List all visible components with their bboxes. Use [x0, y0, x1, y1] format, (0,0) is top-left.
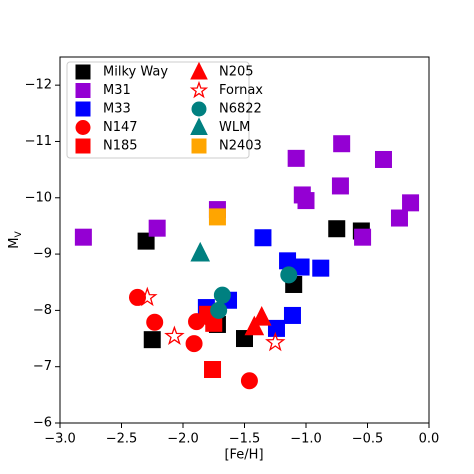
marker-square [75, 101, 91, 117]
legend-label: N147 [103, 120, 138, 135]
marker-square [75, 64, 91, 80]
marker-triangle [190, 117, 208, 135]
legend-label: Fornax [219, 83, 263, 98]
marker-square [74, 228, 92, 246]
x-tick-label: −3.0 [44, 432, 76, 447]
x-tick-label: −1.0 [290, 432, 322, 447]
marker-circle [185, 335, 203, 353]
y-axis-label: MV [7, 230, 24, 248]
marker-star [137, 286, 158, 307]
marker-square [312, 259, 330, 277]
x-tick-label: −2.5 [106, 432, 138, 447]
marker-square [204, 361, 222, 379]
y-tick-label: −7 [33, 359, 52, 374]
marker-square [297, 192, 315, 210]
marker-square [354, 228, 372, 246]
y-tick-label: −8 [33, 303, 52, 318]
marker-square [390, 209, 408, 227]
marker-circle [210, 301, 228, 319]
legend-label: N6822 [219, 102, 262, 117]
x-tick-label: −2.0 [167, 432, 199, 447]
y-tick-label: −10 [25, 190, 52, 205]
legend-label: Milky Way [103, 65, 168, 80]
marker-square [191, 138, 207, 154]
marker-circle [128, 288, 146, 306]
marker-triangle [190, 241, 211, 262]
y-tick-label: −12 [25, 78, 52, 93]
x-tick-label: 0.0 [419, 432, 440, 447]
marker-circle [146, 313, 164, 331]
marker-square [292, 258, 310, 276]
marker-triangle [190, 61, 208, 80]
marker-square [148, 219, 166, 237]
y-label-main: M [7, 237, 22, 248]
marker-circle [213, 286, 231, 304]
y-tick-label: −9 [33, 247, 52, 262]
marker-triangle [251, 306, 272, 326]
legend-label: N2403 [219, 139, 262, 154]
x-tick-label: −0.5 [352, 432, 384, 447]
marker-square [374, 150, 392, 168]
y-tick-label: −6 [33, 416, 52, 431]
marker-star [189, 80, 209, 99]
marker-star [265, 331, 286, 352]
marker-triangle [244, 315, 265, 336]
y-label-sub: V [14, 230, 24, 237]
x-axis-label: [Fe/H] [224, 448, 263, 463]
x-tick-label: −1.5 [229, 432, 261, 447]
legend-label: M33 [103, 102, 131, 117]
marker-square [267, 319, 285, 337]
marker-square [331, 177, 349, 195]
legend-label: M31 [103, 83, 131, 98]
marker-circle [240, 372, 258, 390]
marker-square [143, 331, 161, 349]
marker-square [75, 138, 91, 154]
marker-square [333, 135, 351, 153]
marker-circle [75, 120, 91, 135]
marker-square [402, 194, 420, 212]
legend-label: N205 [219, 65, 254, 80]
legend-label: N185 [103, 139, 138, 154]
marker-square [328, 220, 346, 238]
marker-square [137, 232, 155, 250]
marker-circle [280, 266, 298, 284]
marker-square [254, 229, 272, 247]
marker-square [75, 83, 91, 98]
marker-square [287, 149, 305, 167]
legend-label: WLM [219, 120, 250, 135]
marker-square [208, 208, 226, 226]
marker-circle [191, 101, 207, 117]
marker-star [164, 325, 185, 346]
marker-square [283, 306, 301, 324]
y-tick-label: −11 [25, 134, 52, 149]
